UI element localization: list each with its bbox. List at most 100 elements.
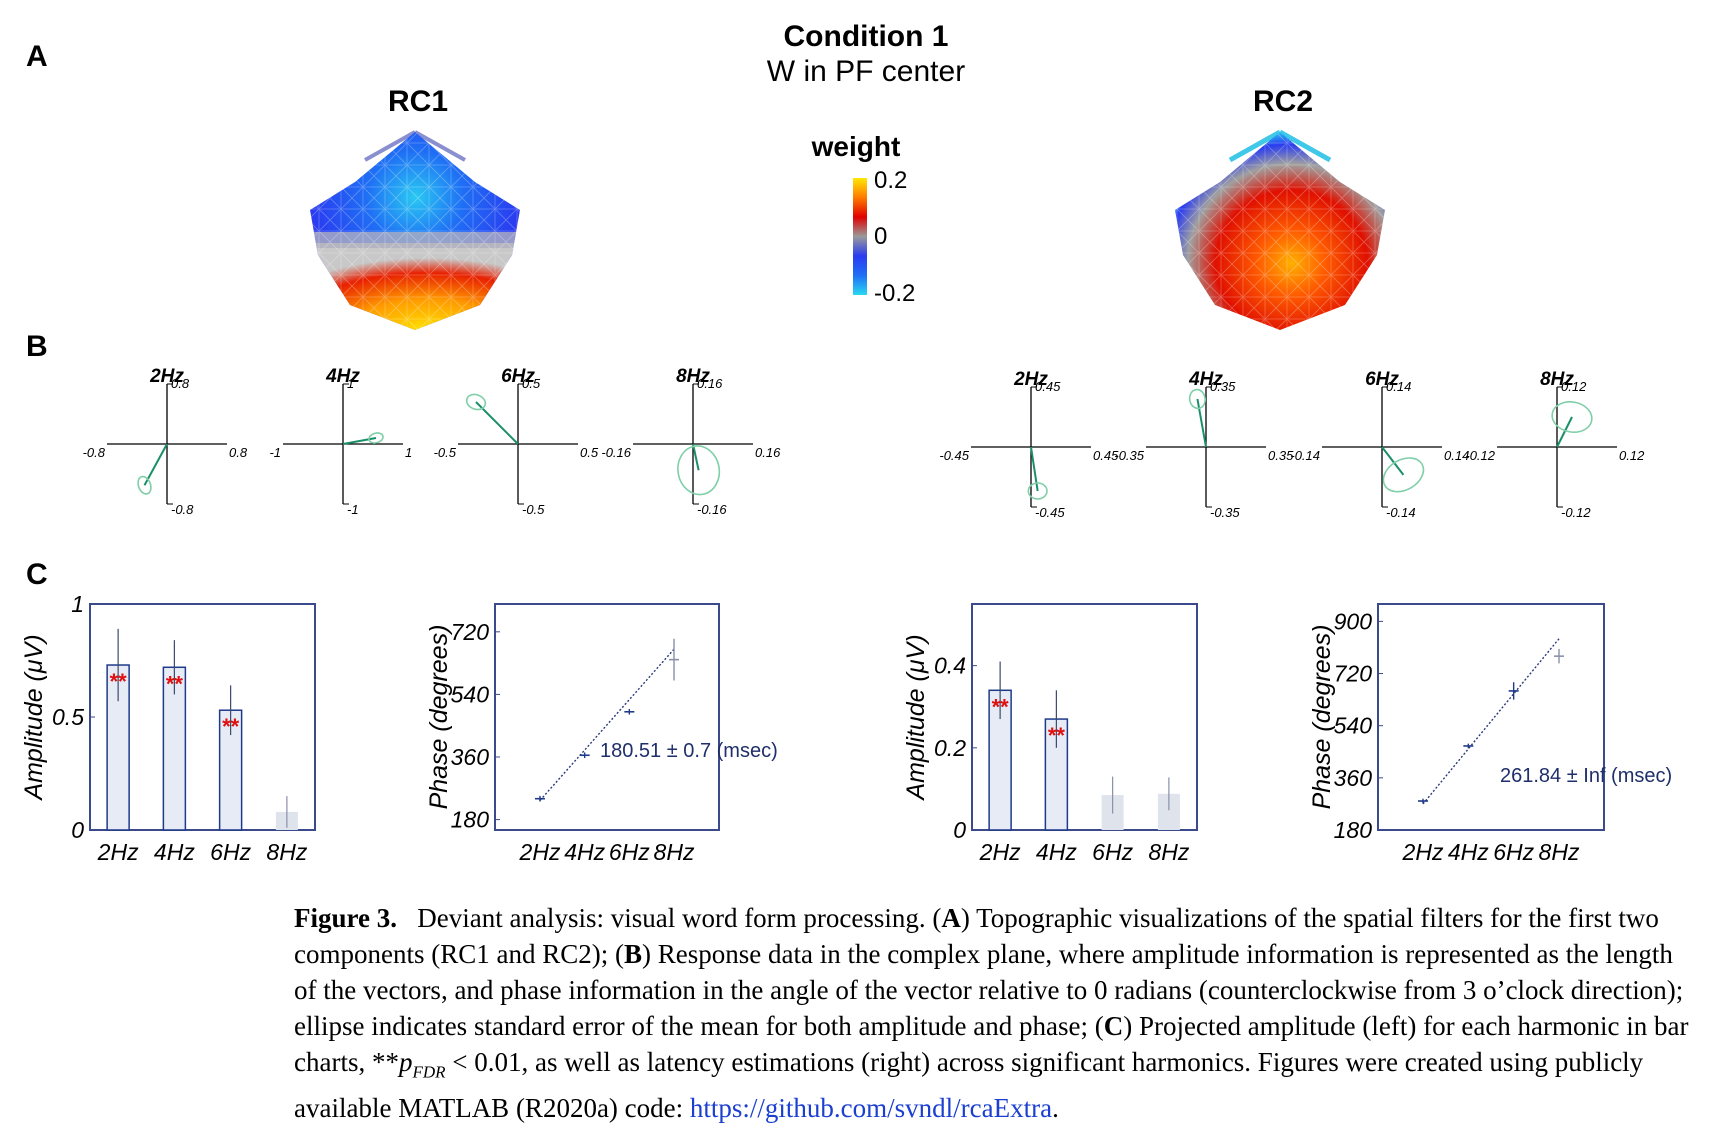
y-min-label: -0.8: [171, 502, 194, 517]
y-max-label: 0.12: [1561, 379, 1587, 394]
topo-rc2: [1175, 129, 1385, 330]
x-min-label: -0.35: [1114, 448, 1144, 463]
caption-p: p: [398, 1047, 413, 1077]
plot-frame: [1377, 603, 1605, 831]
x-tick-label: 4Hz: [1036, 839, 1077, 865]
caption-link[interactable]: https://github.com/svndl/rcaExtra: [689, 1093, 1053, 1124]
y-max-label: 1: [347, 376, 354, 391]
caption-p-sub: FDR: [412, 1062, 446, 1082]
response-vector: [1381, 446, 1405, 476]
error-ellipse: [1027, 482, 1048, 500]
y-tick-label: 0.5: [52, 704, 84, 730]
plot-title: 2Hz: [149, 366, 184, 387]
x-min-label: -0.16: [601, 445, 631, 460]
y-tick-label: 720: [451, 619, 490, 645]
response-vector: [143, 443, 168, 486]
significance-marker: **: [992, 694, 1010, 719]
y-max-label: 0.5: [522, 376, 541, 391]
plot-frame: [971, 603, 1198, 831]
plot-title: 8Hz: [1540, 369, 1574, 390]
plot-title: 8Hz: [676, 366, 710, 387]
panel-label-b: B: [26, 330, 48, 363]
figure-3: A B C Condition 1 W in PF center RC1 RC2…: [20, 20, 1672, 865]
x-tick-label: 6Hz: [609, 839, 650, 865]
y-min-label: -0.16: [697, 502, 727, 517]
x-tick-label: 2Hz: [979, 839, 1021, 865]
x-max-label: 0.14: [1444, 448, 1469, 463]
y-axis-label: Amplitude (μV): [20, 634, 48, 801]
significance-marker: **: [1048, 723, 1066, 748]
x-max-label: 0.8: [229, 445, 248, 460]
y-tick-label: 180: [1334, 817, 1373, 843]
error-ellipse: [368, 432, 384, 444]
response-vector: [692, 443, 700, 471]
x-max-label: 0.5: [580, 445, 599, 460]
y-min-label: -0.14: [1386, 505, 1416, 520]
x-tick-label: 4Hz: [564, 839, 605, 865]
latency-annotation: 261.84 ± Inf (msec): [1500, 765, 1672, 787]
condition-title: Condition 1: [784, 20, 949, 53]
y-axis-label: Phase (degrees): [425, 625, 453, 810]
y-max-label: 0.35: [1210, 379, 1236, 394]
caption-text-1: Deviant analysis: visual word form proce…: [417, 903, 942, 933]
x-tick-label: 8Hz: [1539, 839, 1580, 865]
error-ellipse: [677, 445, 721, 496]
y-axis-label: Amplitude (μV): [902, 634, 930, 801]
x-tick-label: 6Hz: [1092, 839, 1133, 865]
topo-rc1-label: RC1: [388, 85, 448, 118]
x-tick-label: 2Hz: [1402, 839, 1444, 865]
y-min-label: -0.45: [1035, 505, 1065, 520]
panel-label-c: C: [26, 558, 48, 591]
x-min-label: -0.12: [1465, 448, 1495, 463]
x-min-label: -1: [269, 445, 281, 460]
x-min-label: -0.14: [1290, 448, 1320, 463]
caption-label: Figure 3.: [294, 903, 397, 933]
y-tick-label: 540: [451, 681, 490, 707]
caption-ref-b: B: [623, 939, 642, 969]
caption-text-2: ) Topographic visualizations of the spat…: [294, 903, 1659, 969]
topo-rc2-label: RC2: [1253, 85, 1313, 118]
y-tick-label: 720: [1334, 661, 1373, 687]
caption-ref-a: A: [941, 903, 961, 933]
caption-text-3: ) Response data in the complex plane, wh…: [294, 939, 1684, 1041]
colorbar: [853, 178, 867, 295]
y-tick-label: 0: [71, 817, 84, 843]
x-max-label: 0.35: [1268, 448, 1294, 463]
significance-marker: **: [110, 669, 128, 694]
error-ellipse: [1188, 388, 1207, 410]
x-max-label: 0.16: [755, 445, 781, 460]
panel-label-a: A: [26, 40, 48, 73]
x-min-label: -0.8: [83, 445, 106, 460]
plot-title: 4Hz: [325, 366, 360, 387]
colorbar-tick-min: -0.2: [874, 280, 915, 307]
error-ellipse: [1382, 457, 1425, 493]
x-min-label: -0.45: [939, 448, 969, 463]
significance-marker: **: [222, 714, 240, 739]
y-tick-label: 360: [451, 744, 490, 770]
x-tick-label: 6Hz: [210, 839, 251, 865]
plot-title: 6Hz: [1365, 369, 1399, 390]
x-tick-label: 8Hz: [1148, 839, 1189, 865]
response-vector: [1556, 416, 1573, 448]
colorbar-tick-zero: 0: [874, 223, 887, 250]
response-vector: [475, 401, 519, 445]
amplitude-chart-rc1: 0 0.5 1 Amplitude (μV) 2Hz ** 4Hz ** 6Hz ** 8Hz: [20, 591, 316, 865]
y-tick-label: 1: [71, 591, 84, 617]
x-max-label: 0.45: [1093, 448, 1119, 463]
colorbar-title: weight: [811, 131, 901, 162]
condition-subtitle: W in PF center: [767, 55, 965, 88]
bar: [1157, 793, 1180, 830]
y-tick-label: 0.4: [934, 653, 966, 679]
plot-title: 6Hz: [501, 366, 535, 387]
y-max-label: 0.45: [1035, 379, 1061, 394]
error-ellipse: [137, 475, 152, 495]
caption-text-4: ) Projected amplitude (left) for each ha…: [294, 1011, 1689, 1077]
